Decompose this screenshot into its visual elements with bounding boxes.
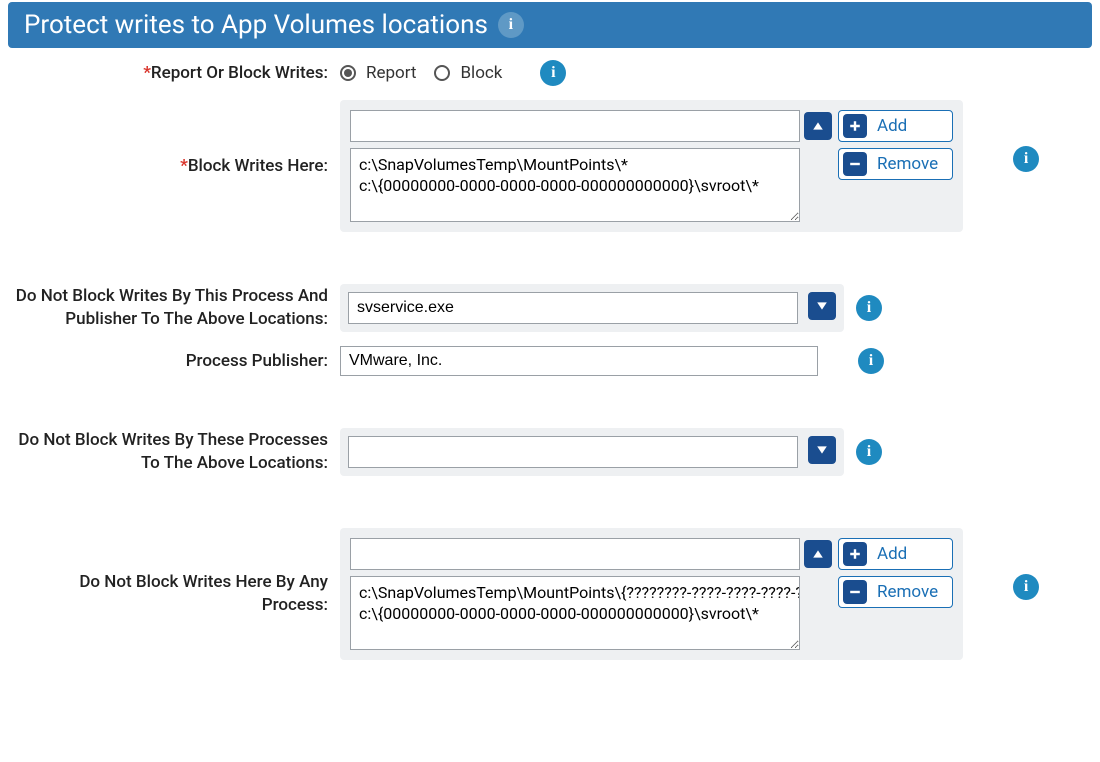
required-asterisk: * <box>143 63 151 83</box>
exclude-procs-input[interactable] <box>348 436 798 468</box>
radio-block-label: Block <box>460 63 502 83</box>
info-icon[interactable]: i <box>1013 574 1039 600</box>
minus-icon <box>843 152 867 176</box>
exclude-paths-list[interactable] <box>350 576 800 650</box>
row-exclude-paths: Do Not Block Writes Here By Any Process: <box>10 528 1090 660</box>
info-icon[interactable]: i <box>498 12 524 38</box>
exclude-paths-input[interactable] <box>350 538 800 570</box>
section-title: Protect writes to App Volumes locations <box>24 10 488 40</box>
label-exclude-procs: Do Not Block Writes By These Processes T… <box>10 429 340 475</box>
publisher-input[interactable] <box>340 346 818 376</box>
radio-group-report-block: Report Block <box>340 63 502 83</box>
info-icon[interactable]: i <box>858 348 884 374</box>
exclude-procs-panel <box>340 428 844 476</box>
radio-block[interactable] <box>434 65 450 81</box>
info-icon[interactable]: i <box>856 295 882 321</box>
remove-button[interactable]: Remove <box>838 576 953 608</box>
block-here-input[interactable] <box>350 110 800 142</box>
info-icon[interactable]: i <box>1013 146 1039 172</box>
collapse-up-button[interactable] <box>804 112 832 140</box>
radio-report[interactable] <box>340 65 356 81</box>
control-block-here: Add Remove i <box>340 100 1039 232</box>
info-icon[interactable]: i <box>856 439 882 465</box>
radio-report-label: Report <box>366 63 416 83</box>
plus-icon <box>843 114 867 138</box>
form-area: *Report Or Block Writes: Report Block i … <box>0 60 1100 694</box>
control-exclude-proc-pub: i <box>340 284 882 332</box>
info-icon[interactable]: i <box>540 60 566 86</box>
control-exclude-paths: Add Remove i <box>340 528 1039 660</box>
exclude-paths-panel: Add Remove <box>340 528 963 660</box>
exclude-proc-pub-panel <box>340 284 844 332</box>
expand-down-button[interactable] <box>808 436 836 464</box>
control-report-block: Report Block i <box>340 60 566 86</box>
block-here-panel: Add Remove <box>340 100 963 232</box>
minus-icon <box>843 580 867 604</box>
plus-icon <box>843 542 867 566</box>
row-block-here: *Block Writes Here: <box>10 100 1090 232</box>
collapse-up-button[interactable] <box>804 540 832 568</box>
label-report-block: *Report Or Block Writes: <box>10 62 340 85</box>
add-button[interactable]: Add <box>838 538 953 570</box>
row-exclude-procs: Do Not Block Writes By These Processes T… <box>10 428 1090 476</box>
expand-down-button[interactable] <box>808 292 836 320</box>
label-block-here: *Block Writes Here: <box>10 155 340 178</box>
exclude-proc-pub-input[interactable] <box>348 292 798 324</box>
control-exclude-procs: i <box>340 428 882 476</box>
row-publisher: Process Publisher: i <box>10 346 1090 376</box>
add-button[interactable]: Add <box>838 110 953 142</box>
section-header: Protect writes to App Volumes locations … <box>8 2 1092 48</box>
required-asterisk: * <box>180 156 188 176</box>
row-exclude-proc-pub: Do Not Block Writes By This Process And … <box>10 284 1090 332</box>
block-here-buttons: Add Remove <box>838 110 953 180</box>
label-exclude-paths: Do Not Block Writes Here By Any Process: <box>10 571 340 617</box>
label-publisher: Process Publisher: <box>10 350 340 373</box>
remove-button[interactable]: Remove <box>838 148 953 180</box>
row-report-block: *Report Or Block Writes: Report Block i <box>10 60 1090 86</box>
label-exclude-proc-pub: Do Not Block Writes By This Process And … <box>10 285 340 331</box>
block-here-list[interactable] <box>350 148 800 222</box>
control-publisher: i <box>340 346 884 376</box>
exclude-paths-buttons: Add Remove <box>838 538 953 608</box>
